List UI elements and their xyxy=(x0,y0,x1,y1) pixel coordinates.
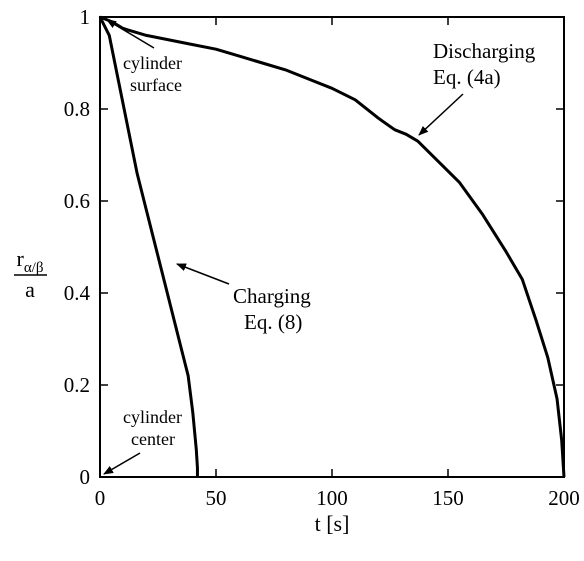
x-tick-label-4: 200 xyxy=(548,486,580,510)
annotation-cylinder-surface-line-1: cylinder xyxy=(123,53,182,73)
x-tick-label-2: 100 xyxy=(316,486,348,510)
svg-text:cylinder center: cylinder center xyxy=(123,407,186,449)
series-line-charging xyxy=(98,16,199,477)
annotation-charging-arrow xyxy=(176,263,230,285)
y-tick-label-1: 0.2 xyxy=(64,373,90,397)
y-tick-label-3: 0.6 xyxy=(64,189,90,213)
x-tick-label-1: 50 xyxy=(206,486,227,510)
x-tick-label-3: 150 xyxy=(432,486,464,510)
series-layer xyxy=(98,15,566,478)
y-axis-title: rα/β a xyxy=(14,246,47,302)
y-axis-title-denominator: a xyxy=(25,277,35,302)
y-tick-label-4: 0.8 xyxy=(64,97,90,121)
y-axis-ticks: 0 0.2 0.4 0.6 0.8 1 xyxy=(64,5,564,489)
y-tick-label-2: 0.4 xyxy=(64,281,91,305)
annotation-cylinder-center-line-2: center xyxy=(131,429,175,449)
svg-text:Discharging Eq. (4a): Discharging Eq. (4a) xyxy=(433,39,541,89)
annotation-discharging: Discharging Eq. (4a) xyxy=(418,39,541,136)
annotation-cylinder-center: cylinder center xyxy=(103,407,186,475)
x-axis-ticks: 0 50 100 150 200 xyxy=(95,17,580,510)
y-tick-label-5: 1 xyxy=(80,5,91,29)
x-tick-label-0: 0 xyxy=(95,486,106,510)
annotation-discharging-line-1: Discharging xyxy=(433,39,536,63)
annotation-cylinder-surface-line-2: surface xyxy=(130,75,182,95)
series-line-discharging xyxy=(99,15,566,478)
x-axis-title: t [s] xyxy=(315,511,350,536)
svg-text:rα/β: rα/β xyxy=(17,246,44,276)
annotation-cylinder-surface-arrow xyxy=(106,19,155,49)
annotation-cylinder-center-arrow xyxy=(103,452,141,475)
y-axis-title-numerator: r xyxy=(17,246,25,271)
svg-text:cylinder surface: cylinder surface xyxy=(123,53,186,95)
svg-text:Charging Eq. (8): Charging Eq. (8) xyxy=(233,284,316,334)
annotation-discharging-line-2: Eq. (4a) xyxy=(433,65,501,89)
annotation-charging: Charging Eq. (8) xyxy=(176,263,316,334)
annotation-charging-line-1: Charging xyxy=(233,284,311,308)
annotation-cylinder-surface: cylinder surface xyxy=(106,19,186,95)
annotation-discharging-arrow xyxy=(418,93,464,136)
y-tick-label-0: 0 xyxy=(80,465,91,489)
annotation-cylinder-center-line-1: cylinder xyxy=(123,407,182,427)
annotation-charging-line-2: Eq. (8) xyxy=(244,310,302,334)
y-axis-title-subscript: α/β xyxy=(24,260,44,276)
